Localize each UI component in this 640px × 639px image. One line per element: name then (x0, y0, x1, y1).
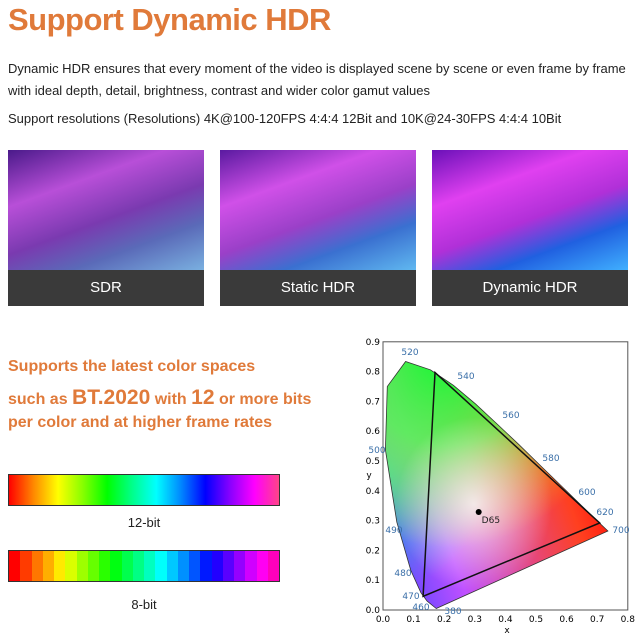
color-step (110, 551, 122, 581)
wavelength-label: 500 (368, 446, 385, 456)
wavelength-label: 700 (612, 526, 629, 536)
text-segment: BT.2020 (72, 386, 151, 409)
color-step (155, 551, 167, 581)
bar-label: 12-bit (127, 515, 161, 530)
wavelength-label: 480 (394, 569, 411, 579)
color-step (76, 551, 88, 581)
preview-image (432, 150, 628, 270)
color-space-text: per color and at higher frame rates (8, 414, 272, 432)
gradient-bar-12bit (8, 474, 280, 506)
intro-text: Dynamic HDR ensures that every moment of… (8, 61, 626, 98)
y-axis-label: y (366, 471, 372, 481)
color-step (245, 551, 257, 581)
color-space-text: Supports the latest color spaces (8, 358, 255, 376)
x-tick-label: 0.8 (621, 615, 636, 625)
white-point (475, 508, 482, 515)
text-segment: with (150, 391, 192, 408)
preview-image (8, 150, 204, 270)
color-step (189, 551, 201, 581)
color-step (256, 551, 268, 581)
color-step (87, 551, 99, 581)
bar-label: 8-bit (131, 597, 157, 612)
gradient-bar-8bit (8, 550, 280, 582)
image-caption: SDR (8, 270, 204, 306)
intro-text: Support resolutions (Resolutions) 4K@100… (8, 111, 562, 126)
x-tick-label: 0.2 (437, 615, 451, 625)
color-step (9, 551, 21, 581)
y-tick-label: 0.4 (366, 487, 381, 497)
x-tick-label: 0.3 (468, 615, 482, 625)
image-caption: Static HDR (220, 270, 416, 306)
color-step (65, 551, 77, 581)
color-step (200, 551, 212, 581)
text-segment: per color and at higher frame rates (8, 414, 273, 431)
text-segment: or more bits (214, 391, 312, 408)
wavelength-label: 470 (402, 592, 419, 602)
color-step (99, 551, 111, 581)
text-segment: 12 (191, 386, 215, 409)
bt2020-triangle (422, 370, 602, 598)
x-tick-label: 0.6 (559, 615, 574, 625)
color-step (42, 551, 54, 581)
color-step (234, 551, 246, 581)
y-tick-label: 0.8 (366, 368, 381, 378)
y-tick-label: 0.2 (366, 546, 380, 556)
x-axis-label: x (504, 626, 510, 636)
image-caption: Dynamic HDR (432, 270, 628, 306)
color-step (222, 551, 234, 581)
wavelength-label: 560 (502, 411, 519, 421)
color-step (20, 551, 32, 581)
white-point-label: D65 (482, 516, 500, 526)
wavelength-label: 520 (401, 348, 418, 358)
color-step (267, 551, 279, 581)
x-tick-label: 0.1 (406, 615, 420, 625)
wavelength-label: 380 (444, 607, 461, 617)
wavelength-label: 460 (412, 603, 429, 613)
title: Support Dynamic HDR (8, 2, 331, 37)
y-tick-label: 0.7 (366, 397, 380, 407)
y-tick-label: 0.3 (366, 517, 380, 527)
color-step (177, 551, 189, 581)
x-tick-label: 0.0 (376, 615, 391, 625)
y-tick-label: 0.6 (366, 427, 381, 437)
text-segment: such as (8, 391, 73, 408)
wavelength-label: 540 (457, 372, 474, 382)
x-tick-label: 0.7 (590, 615, 604, 625)
color-space-text: such as BT.2020 with 12 or more bits (8, 386, 311, 410)
wavelength-label: 580 (542, 454, 559, 464)
wavelength-label: 490 (385, 526, 402, 536)
x-tick-label: 0.4 (498, 615, 513, 625)
x-tick-label: 0.5 (529, 615, 543, 625)
color-step (144, 551, 156, 581)
color-step (121, 551, 133, 581)
preview-image (220, 150, 416, 270)
y-tick-label: 0.0 (366, 606, 381, 616)
y-tick-label: 0.5 (366, 457, 380, 467)
wavelength-label: 620 (596, 508, 613, 518)
color-step (132, 551, 144, 581)
color-step (211, 551, 223, 581)
y-tick-label: 0.1 (366, 576, 380, 586)
color-step (166, 551, 178, 581)
y-tick-label: 0.9 (366, 338, 381, 348)
spectral-locus (384, 361, 609, 609)
color-step (31, 551, 43, 581)
color-step (54, 551, 66, 581)
wavelength-label: 600 (578, 488, 595, 498)
frame (382, 341, 629, 611)
text-segment: Supports the latest color spaces (8, 358, 256, 375)
